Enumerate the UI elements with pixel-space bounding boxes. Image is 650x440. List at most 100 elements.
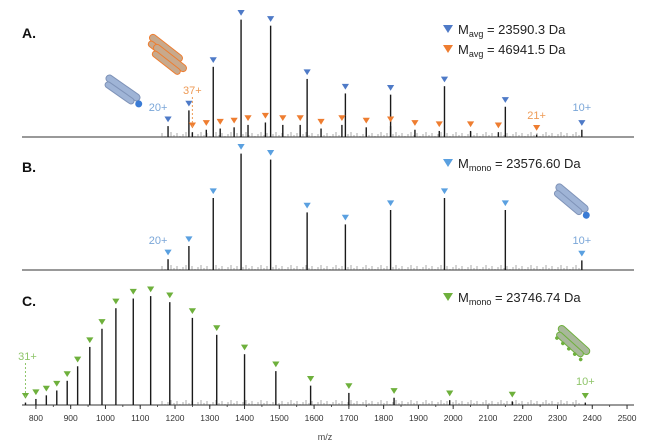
- peak-marker: [386, 200, 395, 207]
- x-tick-label: 1900: [409, 413, 428, 423]
- legend-text: Mmono = 23746.74 Da: [458, 290, 581, 307]
- spectrum-panel: A. Mavg = 23590.3 Da Mavg = 46941.5 Da 20+ 3…: [22, 10, 634, 138]
- x-axis-label: m/z: [318, 432, 333, 440]
- peak-marker: [446, 390, 454, 397]
- peak-marker: [272, 361, 280, 368]
- x-tick-label: 1800: [374, 413, 393, 423]
- peak-marker: [386, 116, 395, 123]
- legend-marker: [443, 159, 453, 167]
- peak-marker: [267, 150, 275, 156]
- spectrum-panel: C. Mmono = 23746.74 Da 31+ 10+: [18, 286, 634, 406]
- label-dot: [582, 211, 590, 219]
- labeled-fragment-icon: [553, 183, 590, 219]
- peak-marker: [209, 57, 217, 63]
- legend-marker: [443, 45, 453, 53]
- peak-marker: [166, 292, 174, 299]
- charge-state-label: 10+: [573, 235, 592, 247]
- x-tick-label: 2200: [513, 413, 532, 423]
- charge-state-label: 20+: [149, 235, 168, 247]
- peak-marker: [317, 118, 325, 125]
- peak-marker: [390, 388, 398, 394]
- peak-marker: [185, 100, 193, 107]
- x-tick-label: 800: [29, 413, 43, 423]
- peak-marker: [578, 250, 586, 257]
- legend-text: Mavg = 23590.3 Da: [458, 22, 566, 39]
- x-tick-label: 1500: [270, 413, 289, 423]
- peak-marker: [112, 298, 120, 305]
- peak-marker: [164, 116, 172, 123]
- peak-marker: [501, 97, 509, 103]
- peak-marker: [578, 120, 586, 126]
- peak-marker: [185, 236, 193, 243]
- peak-marker: [32, 389, 40, 396]
- x-tick-label: 2100: [478, 413, 497, 423]
- legend-marker: [443, 25, 453, 33]
- peak-marker: [240, 344, 249, 351]
- label-dot: [572, 352, 577, 356]
- peak-marker: [147, 286, 155, 293]
- peak-marker: [303, 202, 311, 209]
- labeled-fragment-icon: [555, 324, 591, 362]
- peak-marker: [303, 69, 311, 76]
- peak-marker: [296, 115, 304, 122]
- x-tick-label: 1100: [131, 413, 150, 423]
- dimer-icon: [147, 33, 188, 75]
- panel-label: A.: [22, 25, 36, 41]
- x-tick-label: 2300: [548, 413, 567, 423]
- legend-marker: [443, 293, 453, 301]
- peak-marker: [261, 112, 270, 119]
- legend-text: Mmono = 23576.60 Da: [458, 156, 581, 173]
- x-tick-label: 900: [64, 413, 78, 423]
- fragment-strand: [104, 81, 135, 105]
- peak-marker: [267, 16, 275, 22]
- molecule-icons: [104, 33, 591, 362]
- antibody-fragment-icon: [104, 74, 143, 108]
- label-dot: [566, 346, 571, 351]
- peak-marker: [494, 122, 502, 129]
- panel-label: B.: [22, 159, 36, 175]
- peak-marker: [74, 356, 82, 363]
- peak-marker: [209, 188, 217, 195]
- peak-marker: [42, 385, 50, 392]
- peak-marker: [86, 337, 94, 344]
- x-tick-label: 2000: [444, 413, 463, 423]
- peak-marker: [435, 121, 443, 128]
- peak-marker: [237, 144, 245, 150]
- peak-marker: [307, 376, 315, 382]
- charge-state-label: 21+: [527, 110, 546, 122]
- peak-marker: [345, 383, 353, 390]
- peak-marker: [501, 200, 509, 207]
- peak-marker: [581, 392, 589, 399]
- charge-state-label: 37+: [183, 85, 202, 97]
- peak-marker: [411, 120, 419, 126]
- charge-state-label: 31+: [18, 351, 37, 363]
- peak-marker: [237, 10, 245, 16]
- panel-label: C.: [22, 293, 36, 309]
- peak-marker: [440, 188, 449, 195]
- charge-state-label: 10+: [573, 102, 592, 114]
- x-tick-label: 1000: [96, 413, 115, 423]
- fragment-strand: [151, 50, 181, 75]
- x-tick-label: 1200: [166, 413, 185, 423]
- x-axis: 800 900 1000 1100 1200 1300 1400 1500 1600 1700 18…: [29, 405, 637, 423]
- label-dot: [578, 357, 583, 362]
- x-tick-label: 2400: [583, 413, 602, 423]
- x-tick-label: 1300: [200, 413, 219, 423]
- x-tick-label: 1700: [339, 413, 358, 423]
- peak-marker: [279, 115, 287, 122]
- x-tick-label: 1400: [235, 413, 254, 423]
- peak-marker: [341, 83, 349, 90]
- label-dot: [135, 100, 143, 108]
- peak-marker: [508, 391, 516, 398]
- peak-marker: [341, 214, 349, 221]
- legend-text: Mavg = 46941.5 Da: [458, 42, 566, 59]
- charge-state-label: 20+: [149, 102, 168, 114]
- peak-marker: [244, 115, 252, 122]
- x-tick-label: 2500: [618, 413, 637, 423]
- peak-marker: [164, 249, 172, 256]
- peak-marker: [129, 288, 137, 295]
- spectra-panels: A. Mavg = 23590.3 Da Mavg = 46941.5 Da 20+ 3…: [18, 10, 634, 406]
- peak-marker: [216, 118, 224, 125]
- peak-marker: [533, 124, 541, 131]
